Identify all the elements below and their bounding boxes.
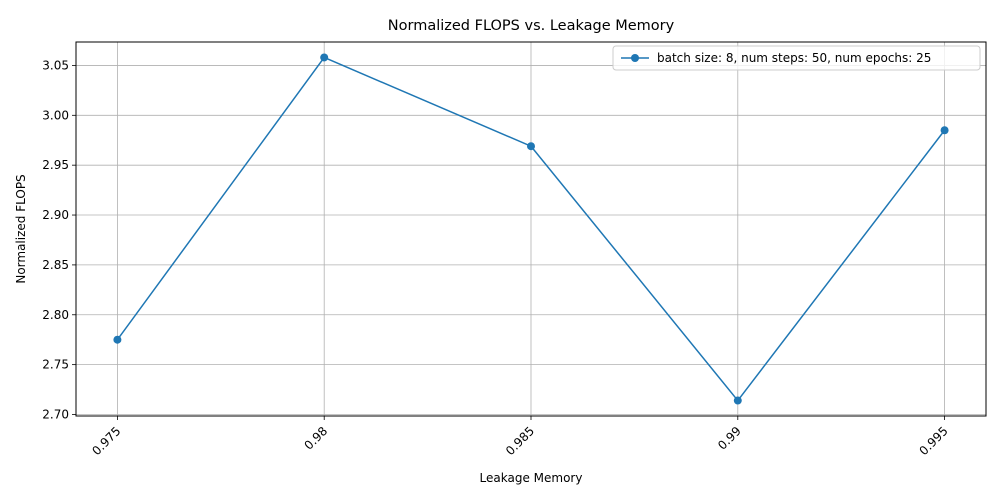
data-point [113,335,122,344]
y-tick-label: 2.80 [42,308,69,322]
y-tick-label: 2.75 [42,358,69,372]
y-tick-label: 2.70 [42,408,69,422]
x-axis-label: Leakage Memory [480,471,583,485]
axis-ticks: 0.975 0.98 0.985 0.99 0.995 2.70 2.75 2.80 2.85 2… [42,58,950,458]
legend-box [612,45,981,71]
legend: batch size: 8, num steps: 50, num epochs… [612,45,981,71]
x-tick-label: 0.985 [503,424,537,458]
y-tick-label: 3.00 [42,108,69,122]
y-tick-label: 2.85 [42,258,69,272]
x-tick-label: 0.99 [715,424,744,453]
legend-label: batch size: 8, num steps: 50, num epochs… [657,51,931,65]
y-tick-label: 2.90 [42,208,69,222]
grid-lines [76,42,986,416]
y-tick-label: 3.05 [42,58,69,72]
data-point [940,126,949,135]
data-point [320,53,329,62]
plot-frame [75,41,987,417]
series-layer [113,53,949,405]
x-tick-label: 0.98 [302,424,331,453]
x-tick-label: 0.975 [89,424,123,458]
y-axis-label: Normalized FLOPS [14,174,28,283]
data-point [733,396,742,405]
data-point [527,142,535,151]
chart-title: Normalized FLOPS vs. Leakage Memory [388,18,675,34]
y-tick-label: 2.95 [42,158,69,172]
legend-point-marker [631,54,639,62]
x-tick-label: 0.995 [917,424,951,458]
